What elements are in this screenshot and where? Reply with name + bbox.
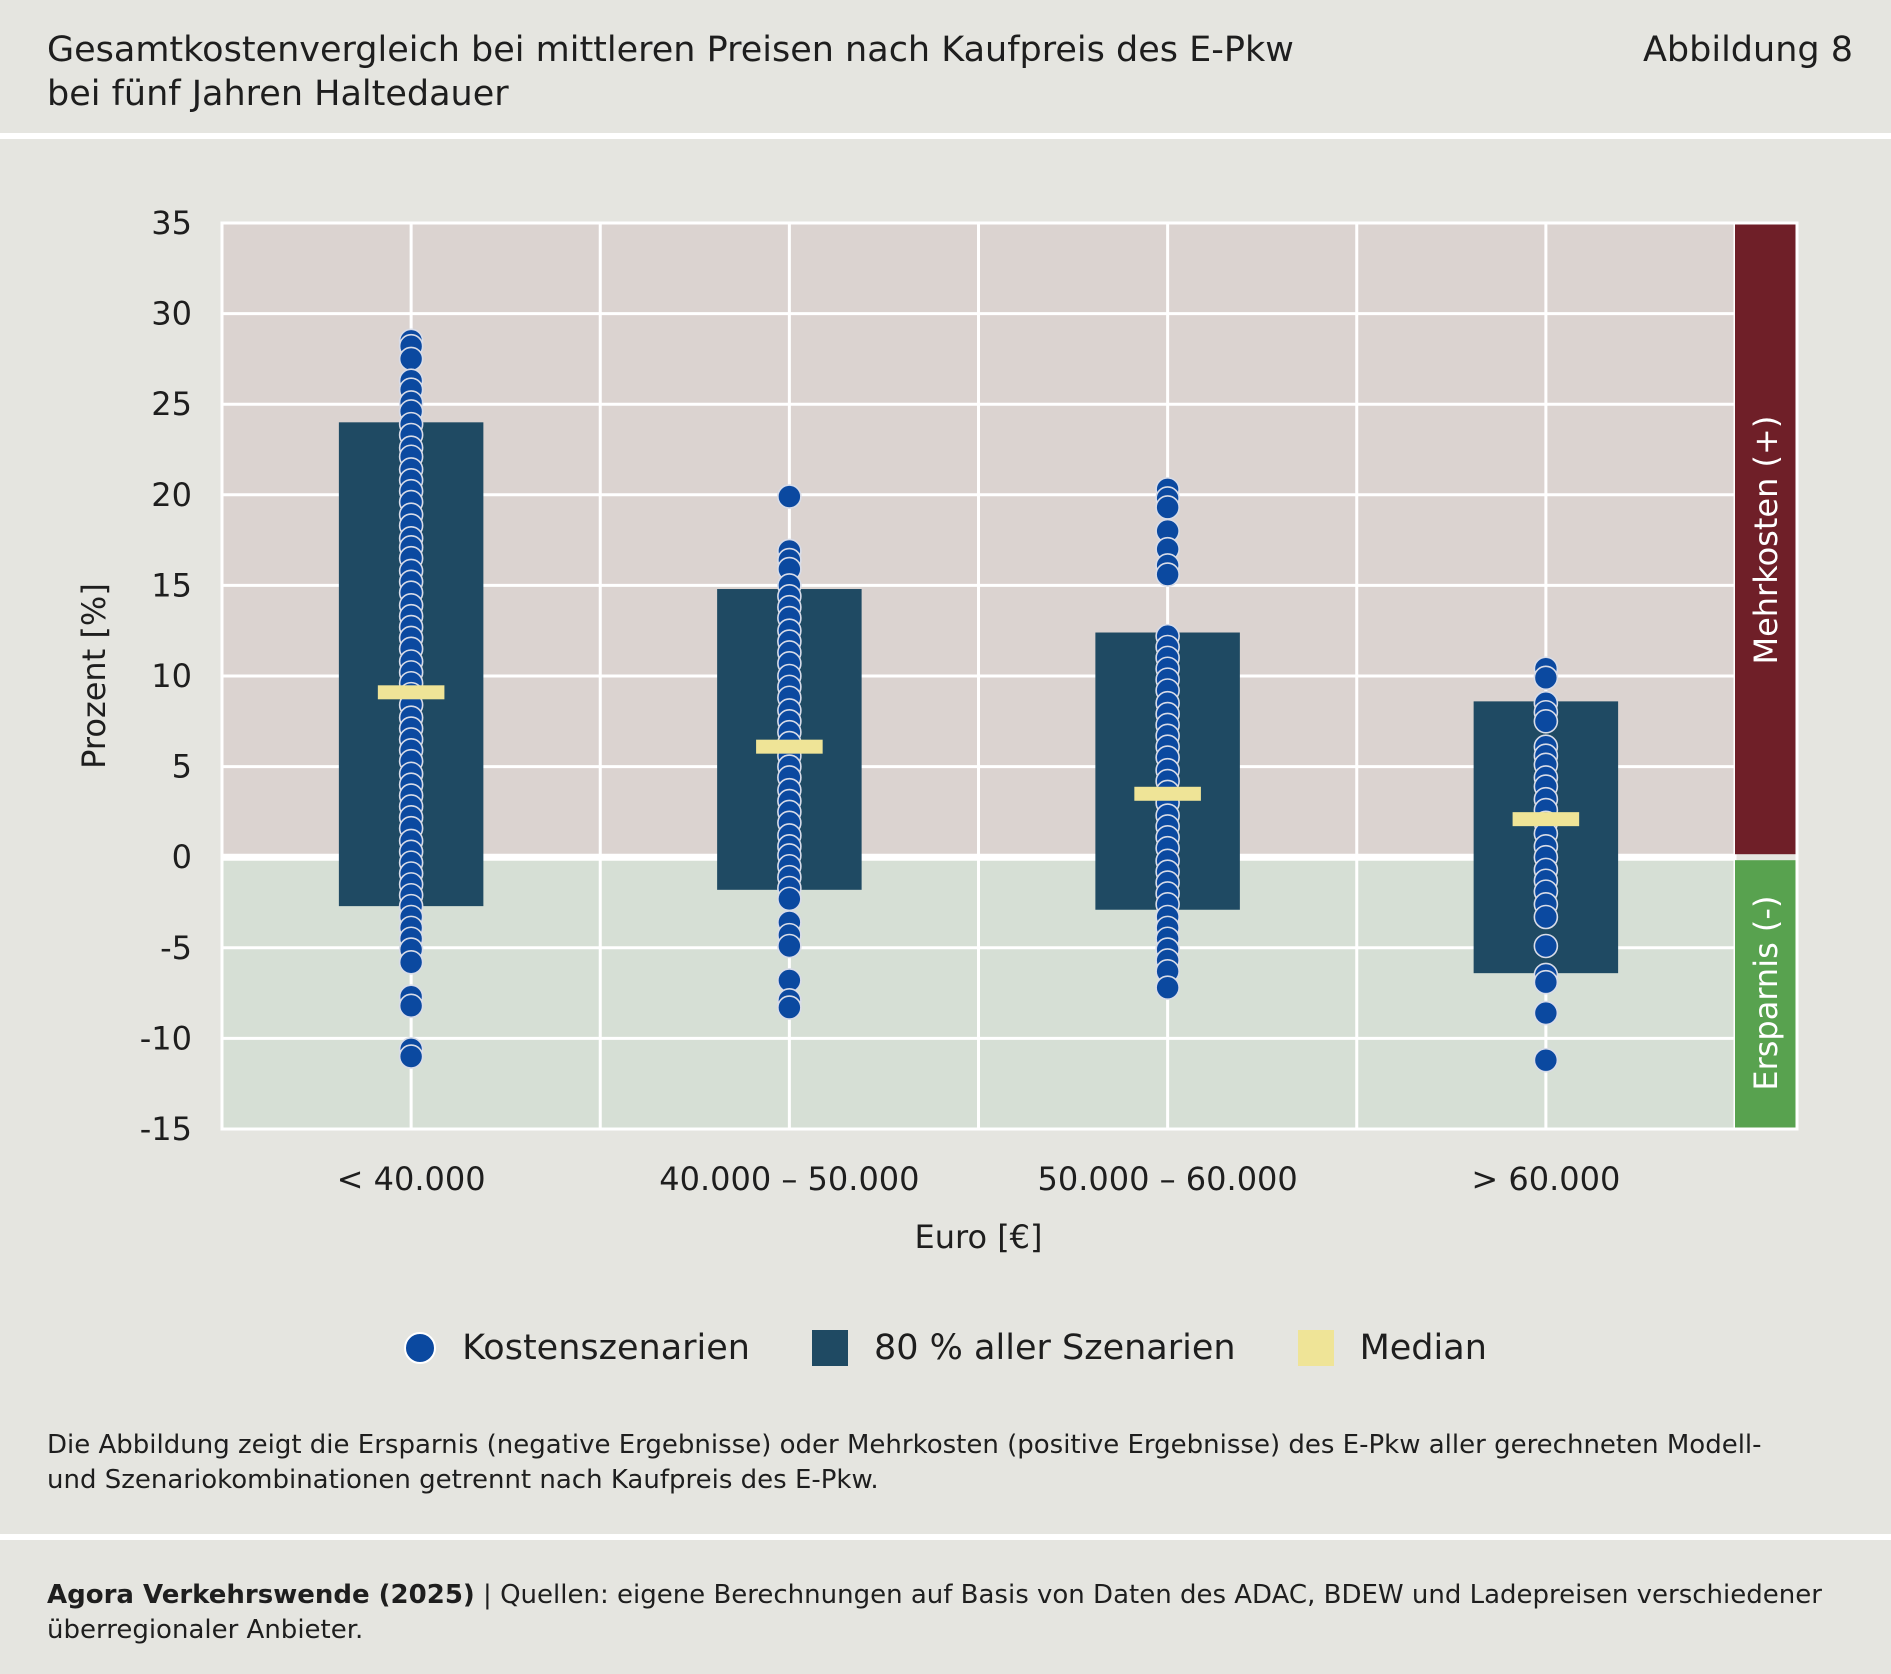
scenario-dot [1533, 1000, 1559, 1026]
x-category-label: > 60.000 [1471, 1160, 1620, 1198]
y-tick-label: -5 [160, 929, 192, 967]
legend-box-swatch [812, 1330, 848, 1366]
median-marker [377, 685, 445, 700]
title-line-1: Gesamtkostenvergleich bei mittleren Prei… [47, 30, 1294, 70]
scenario-dot [1155, 495, 1180, 520]
y-tick-label: 35 [151, 204, 192, 242]
y-tick-label: 15 [151, 566, 192, 604]
scenario-dot [777, 933, 802, 959]
legend-scenarios-label: Kostenszenarien [462, 1328, 750, 1368]
chart: Mehrkosten (+) Ersparnis (-) 35 30 25 20 15 10… [75, 204, 1799, 1256]
scenario-dot [1533, 665, 1559, 691]
median-marker [756, 739, 823, 754]
source-description: Quellen: eigene Berechnungen auf Basis v… [500, 1580, 1822, 1610]
figure-title: Gesamtkostenvergleich bei mittleren Prei… [47, 28, 1447, 116]
scenario-dot [398, 346, 424, 372]
source-text: Agora Verkehrswende (2025) | Quellen: ei… [47, 1578, 1847, 1648]
chart-medians [377, 685, 1580, 827]
chart-axes: 35 30 25 20 15 10 5 0 -5 -10 -15 < 40.000 40.000 – 5… [75, 204, 1799, 1256]
legend-median-label: Median [1359, 1328, 1487, 1368]
note-line-2: und Szenariokombinationen getrennt nach … [47, 1465, 879, 1495]
y-tick-label: 25 [151, 385, 192, 423]
source-separator: | [474, 1580, 501, 1610]
chart-side-labels: Mehrkosten (+) Ersparnis (-) [1735, 223, 1797, 1129]
figure-note: Die Abbildung zeigt die Ersparnis (negat… [47, 1428, 1847, 1498]
y-tick-label: 20 [151, 476, 192, 514]
scenario-dot [777, 484, 802, 509]
x-category-label: 50.000 – 60.000 [1037, 1160, 1297, 1198]
plot-frame [220, 221, 1799, 1131]
legend-box-label: 80 % aller Szenarien [874, 1328, 1236, 1368]
mehrkosten-label: Mehrkosten (+) [1747, 416, 1785, 665]
figure-header: Gesamtkostenvergleich bei mittleren Prei… [0, 0, 1891, 139]
legend: Kostenszenarien 80 % aller Szenarien Med… [0, 1318, 1891, 1378]
ersparnis-label: Ersparnis (-) [1747, 896, 1785, 1091]
legend-item-scenarios: Kostenszenarien [404, 1328, 750, 1368]
scenario-dot [777, 886, 802, 912]
mehrkosten-bar [1735, 223, 1797, 855]
y-tick-label: -10 [140, 1019, 192, 1057]
source-line-2: überregionaler Anbieter. [47, 1615, 364, 1645]
legend-item-median: Median [1297, 1328, 1487, 1368]
scenario-dot [398, 993, 424, 1019]
x-category-label: 40.000 – 50.000 [659, 1160, 919, 1198]
y-tick-label: 10 [151, 657, 192, 695]
source-author: Agora Verkehrswende (2025) [47, 1580, 475, 1610]
scenario-dot [1533, 708, 1559, 734]
scenario-dot [1533, 904, 1559, 930]
note-line-1: Die Abbildung zeigt die Ersparnis (negat… [47, 1430, 1762, 1460]
median-marker [1134, 786, 1201, 801]
scenario-dot [777, 995, 802, 1020]
scenario-dot [1533, 1047, 1559, 1073]
figure-number: Abbildung 8 [1642, 30, 1853, 70]
x-axis-title: Euro [€] [914, 1218, 1042, 1256]
scenario-dot [398, 949, 424, 975]
legend-dot-swatch [404, 1332, 437, 1364]
scenario-dot [398, 1044, 424, 1069]
median-marker [1512, 812, 1580, 827]
figure-footer: Agora Verkehrswende (2025) | Quellen: ei… [0, 1534, 1891, 1674]
ersparnis-bar [1735, 860, 1797, 1129]
y-tick-label: -15 [140, 1110, 192, 1148]
chart-dots [398, 328, 1559, 1073]
legend-item-box: 80 % aller Szenarien [812, 1328, 1236, 1368]
scenario-dot [1155, 975, 1180, 1000]
x-category-label: < 40.000 [337, 1160, 486, 1198]
y-tick-label: 5 [172, 748, 192, 786]
y-tick-label: 30 [151, 295, 192, 333]
scenario-dot [1533, 933, 1559, 959]
y-axis-title: Prozent [%] [75, 583, 113, 769]
title-line-2: bei fünf Jahren Haltedauer [47, 74, 509, 114]
legend-median-swatch [1297, 1330, 1334, 1366]
scenario-dot [1533, 969, 1559, 995]
y-tick-label: 0 [172, 838, 192, 876]
scenario-dot [1155, 562, 1180, 587]
